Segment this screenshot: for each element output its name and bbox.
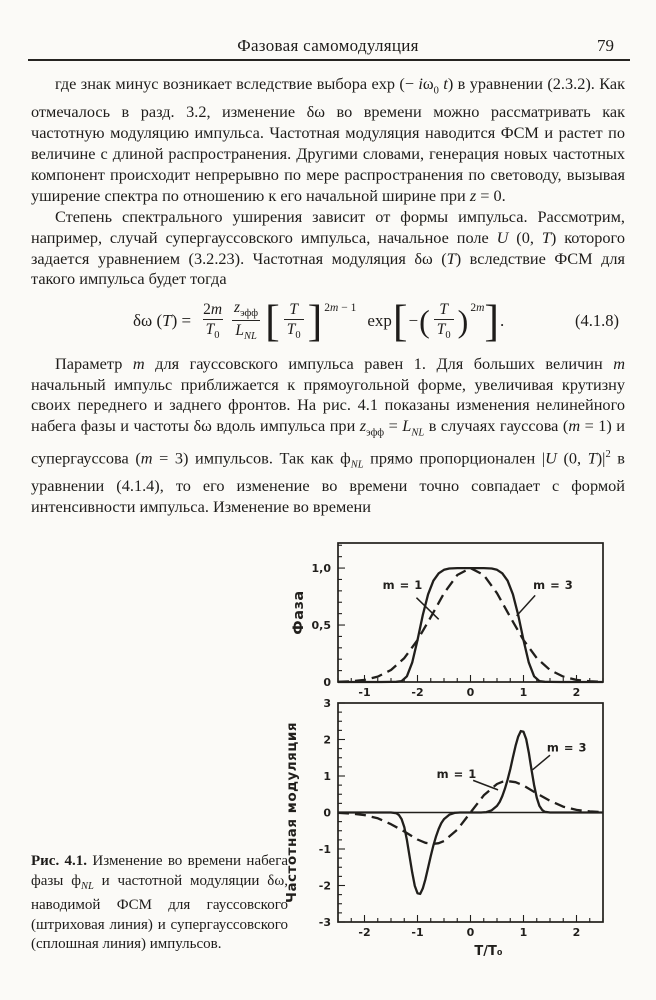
x-tick-label: -1 — [358, 686, 370, 699]
exponent-2m-1: 2m − 1 — [324, 302, 357, 315]
y-tick-label: 2 — [323, 734, 331, 747]
figure-4-1-plots: m = 1 m = 3 -1 -2 0 1 2 0 0,5 1,0 Фаза m = 1 m = 3 -2… — [285, 542, 604, 959]
y-tick-label: 1,0 — [312, 562, 332, 575]
annotation-label: m = 3 — [547, 741, 587, 755]
y-tick-label: -1 — [319, 843, 331, 856]
running-header-title: Фазовая самомодуляция — [237, 36, 419, 55]
curve-m1-dashed — [337, 779, 604, 846]
x-tick-label: -1 — [411, 926, 423, 939]
x-tick-label: 0 — [467, 686, 475, 699]
curve-m1-dashed — [337, 566, 604, 683]
exp-operator: exp — [367, 311, 392, 331]
annotation-label: m = 3 — [533, 578, 573, 592]
annotation-leader-line — [415, 597, 440, 620]
y-tick-label: 0 — [323, 676, 331, 689]
x-tick-label: 1 — [520, 686, 528, 699]
fraction-T-T0-2: T T0 — [433, 301, 454, 342]
exponent-2m: 2m — [470, 302, 485, 315]
x-tick-label: 2 — [573, 686, 581, 699]
minus-sign: − — [408, 311, 419, 331]
y-tick-label: 0,5 — [312, 619, 332, 632]
y-tick-label: 3 — [323, 697, 331, 710]
equation-number: (4.1.8) — [575, 311, 619, 331]
equation-lhs: δω (T) = — [133, 311, 192, 331]
y-axis-title: Фаза — [291, 590, 307, 634]
x-tick-label: 1 — [520, 926, 528, 939]
equation-4-1-8: δω (T) = 2m T0 zэфф LNL [ T T0 ] 2m − 1 … — [31, 299, 625, 343]
annotation-label: m = 1 — [383, 578, 423, 592]
y-tick-label: 1 — [323, 770, 331, 783]
annotation-label: m = 1 — [437, 767, 477, 781]
curve-m3-solid — [338, 566, 603, 684]
fraction-2m-T0: 2m T0 — [202, 300, 223, 341]
paragraph-1: где знак минус возникает вследствие выбо… — [31, 74, 625, 205]
header-rule — [28, 59, 630, 61]
annotation-leader-line — [472, 779, 499, 791]
x-tick-label: -2 — [411, 686, 423, 699]
fraction-T-T0: T T0 — [283, 301, 304, 342]
paragraph-2: Степень спектрального уширения зависит о… — [31, 206, 625, 289]
y-axis-title: Частотная модуляция — [285, 722, 300, 903]
fraction-zeff-LNL: zэфф LNL — [232, 299, 260, 343]
plot-frame — [337, 542, 604, 683]
paragraph-3: Параметр m для гауссовского импульса рав… — [31, 353, 626, 516]
x-tick-label: 0 — [467, 926, 475, 939]
curve-m3-solid — [338, 729, 603, 896]
y-tick-label: -2 — [319, 880, 331, 893]
x-axis-title: T/T₀ — [474, 944, 502, 959]
body-text: где знак минус возникает вследствие выбо… — [31, 74, 625, 518]
equation-period: . — [500, 311, 505, 331]
x-tick-label: -2 — [358, 926, 370, 939]
y-tick-label: 0 — [323, 807, 331, 820]
x-tick-label: 2 — [573, 926, 581, 939]
annotation-leader-line — [532, 754, 551, 771]
page-number: 79 — [597, 36, 614, 55]
annotation-leader-line — [516, 594, 536, 617]
y-tick-label: -3 — [319, 916, 331, 929]
figure-caption: Рис. 4.1. Изменение во времени набега фа… — [31, 853, 289, 953]
